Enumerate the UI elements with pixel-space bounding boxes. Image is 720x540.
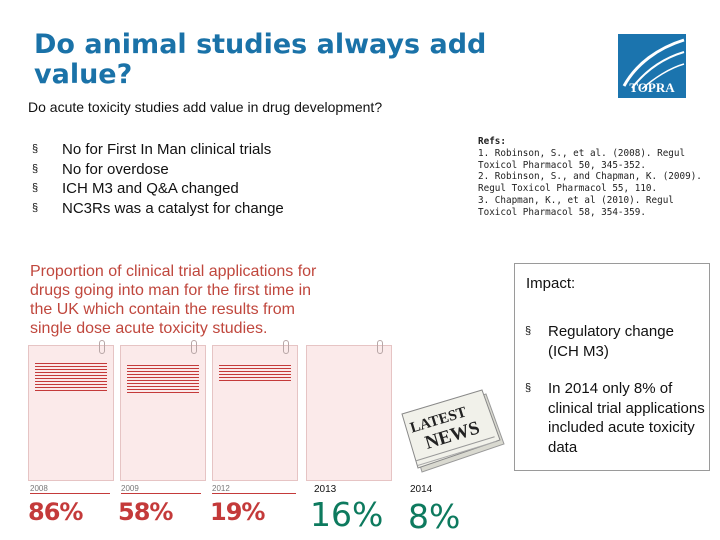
bullet-item: § NC3Rs was a catalyst for change — [30, 199, 284, 219]
slide-title: Do animal studies always add value? — [34, 29, 487, 90]
bullet-marker: § — [525, 325, 532, 337]
year-label: 2012 — [212, 484, 230, 493]
document-icon — [212, 340, 298, 481]
impact-text: In 2014 only 8% of clinical trial applic… — [548, 380, 705, 456]
impact-item: § In 2014 only 8% of clinical trial appli… — [525, 379, 705, 457]
percent-value: 8% — [408, 497, 461, 536]
paperclip-icon — [283, 340, 289, 354]
bullet-text: No for First In Man clinical trials — [62, 141, 272, 158]
year-label: 2009 — [121, 484, 139, 493]
references: Refs: 1. Robinson, S., et al. (2008). Re… — [478, 136, 718, 219]
percent-value: 16% — [310, 495, 384, 534]
data-lines — [127, 365, 199, 395]
bullet-item: § ICH M3 and Q&A changed — [30, 179, 284, 199]
percent-value: 86% — [28, 498, 83, 526]
document-icon — [28, 340, 114, 481]
bullet-marker: § — [32, 162, 39, 175]
bullet-marker: § — [32, 143, 39, 155]
bullet-marker: § — [525, 382, 532, 394]
divider — [121, 493, 201, 494]
bullet-marker: § — [32, 201, 39, 214]
data-lines — [35, 363, 107, 393]
paperclip-icon — [191, 340, 197, 354]
logo-swoosh-icon — [622, 38, 685, 90]
divider — [30, 493, 110, 494]
bullet-text: No for overdose — [62, 160, 169, 178]
refs-heading: Refs: — [478, 136, 506, 147]
bullet-text: ICH M3 and Q&A changed — [62, 180, 239, 197]
year-label: 2008 — [30, 484, 48, 493]
impact-item: § Regulatory change (ICH M3) — [525, 322, 705, 361]
paperclip-icon — [377, 340, 383, 354]
data-lines — [219, 365, 291, 383]
ref-2: 2. Robinson, S., and Chapman, K. (2009).… — [478, 171, 708, 195]
chart-title: Proportion of clinical trial application… — [30, 263, 317, 337]
bullet-marker: § — [32, 182, 39, 194]
ref-1: 1. Robinson, S., et al. (2008). Regul To… — [478, 147, 691, 171]
document-icon — [306, 340, 392, 481]
year-label: 2014 — [410, 484, 433, 495]
slide-subtitle: Do acute toxicity studies add value in d… — [28, 99, 383, 115]
impact-list: § Regulatory change (ICH M3) § In 2014 onl… — [525, 322, 705, 475]
paperclip-icon — [99, 340, 105, 354]
bullet-text: NC3Rs was a catalyst for change — [62, 199, 284, 217]
percent-value: 19% — [210, 498, 265, 526]
bullet-item: § No for overdose — [30, 160, 284, 180]
divider — [212, 493, 296, 494]
percent-value: 58% — [118, 498, 173, 526]
ref-3: 3. Chapman, K., et al (2010). Regul Toxi… — [478, 194, 680, 218]
logo-text: TOPRA — [629, 80, 675, 95]
topra-logo: TOPRA — [618, 34, 686, 98]
impact-title: Impact: — [526, 275, 576, 292]
document-icon — [120, 340, 206, 481]
bullet-list: § No for First In Man clinical trials § No… — [30, 140, 284, 218]
impact-box: Impact: § Regulatory change (ICH M3) § In … — [514, 263, 710, 471]
newspaper-icon: LATEST NEWS — [401, 389, 505, 473]
year-label: 2013 — [314, 484, 337, 495]
bullet-item: § No for First In Man clinical trials — [30, 140, 284, 160]
impact-text: Regulatory change (ICH M3) — [548, 323, 674, 360]
